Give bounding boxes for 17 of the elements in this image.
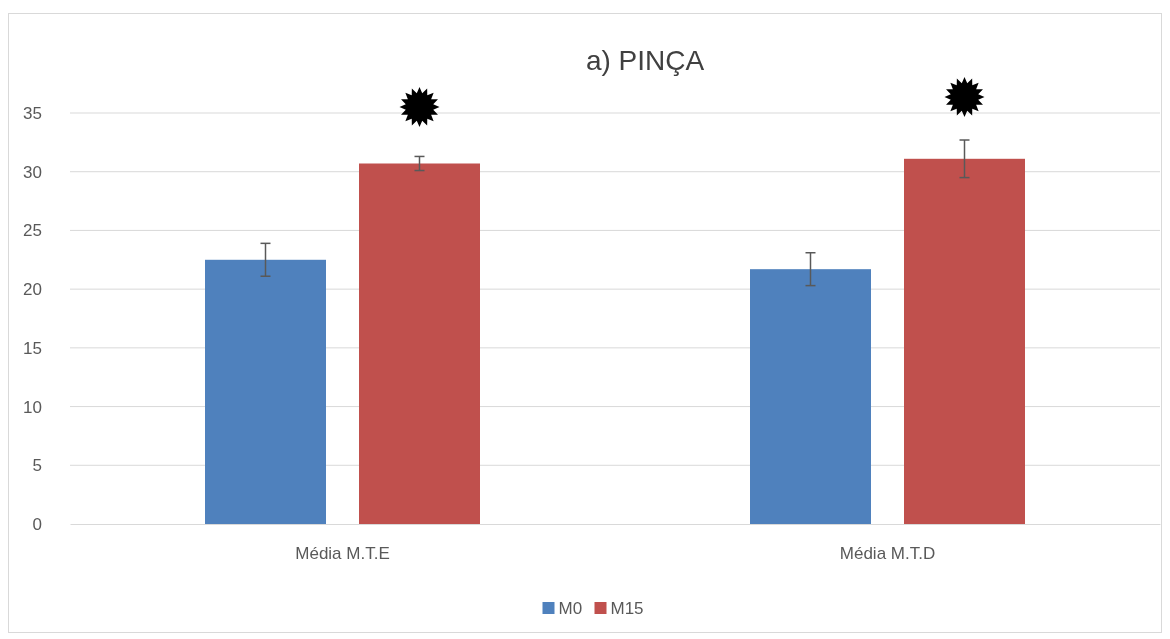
y-tick-label: 20 — [23, 280, 42, 300]
legend-label: M15 — [610, 599, 644, 618]
bar — [359, 163, 480, 524]
chart-title: a) PINÇA — [585, 45, 705, 76]
bar — [904, 158, 1025, 524]
y-tick-label: 10 — [23, 397, 42, 417]
y-tick-label: 25 — [23, 221, 42, 241]
x-tick-label: Média M.T.E — [295, 544, 390, 564]
y-tick-label: 0 — [32, 514, 42, 534]
legend-label: M0 — [558, 599, 583, 618]
bar — [205, 259, 326, 524]
y-tick-label: 5 — [32, 456, 42, 476]
x-tick-label: Média M.T.D — [839, 544, 936, 564]
y-tick-label: 30 — [23, 162, 42, 182]
bar — [750, 269, 871, 524]
y-tick-label: 35 — [23, 103, 42, 123]
y-tick-label: 15 — [23, 338, 42, 358]
